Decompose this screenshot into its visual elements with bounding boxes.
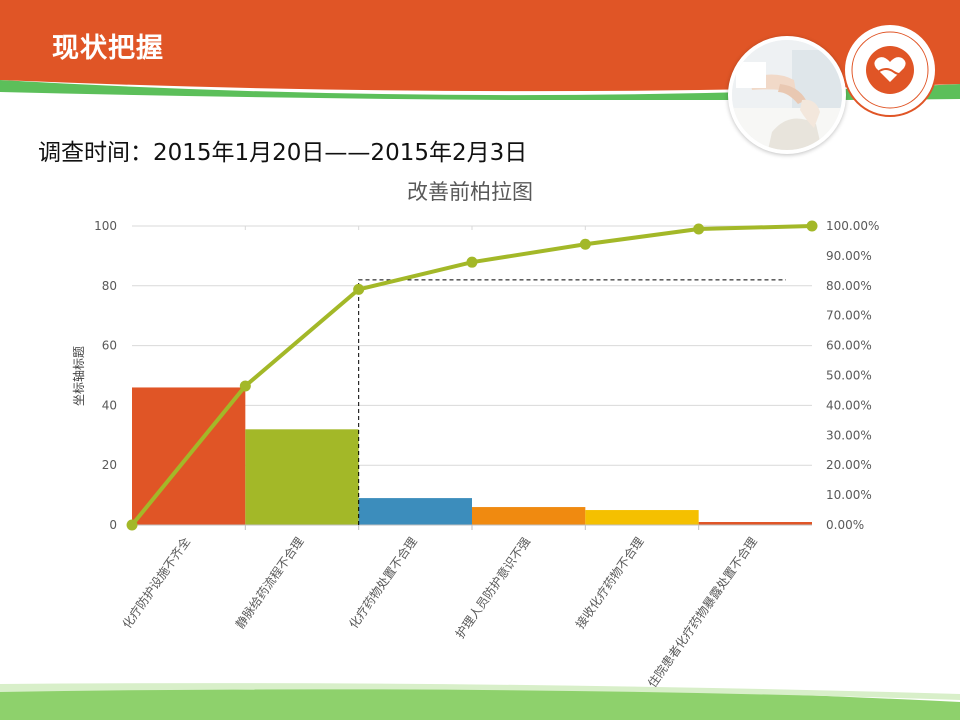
y2-tick-label: 0.00%	[826, 518, 864, 532]
footer-band	[0, 683, 960, 720]
nurse-photo	[728, 36, 846, 154]
cumulative-point	[353, 283, 365, 295]
header-green-accent	[0, 80, 960, 100]
pareto-chart: 坐标轴标题 0 20 40 60 80 100 0.00% 10.00% 20.00% 30.00…	[71, 219, 879, 690]
x-tick-label: 静脉给药流程不合理	[232, 534, 306, 631]
y2-tick-label: 30.00%	[826, 428, 872, 442]
y2-tick-label: 80.00%	[826, 279, 872, 293]
cumulative-point	[806, 220, 818, 232]
bar-4	[472, 507, 586, 525]
x-tick-label: 化疗防护设施不齐全	[119, 534, 193, 631]
cumulative-point	[466, 256, 478, 268]
survey-period: 调查时间：2015年1月20日——2015年2月3日	[38, 140, 528, 166]
bar-6	[698, 522, 812, 525]
y2-tick-label: 50.00%	[826, 369, 872, 383]
y2-tick-label: 100.00%	[826, 219, 879, 233]
x-tick-label: 化疗药物处置不合理	[346, 534, 420, 631]
y-tick-label: 60	[102, 339, 117, 353]
y-axis-title: 坐标轴标题	[71, 346, 86, 406]
cumulative-point	[579, 238, 591, 250]
y-tick-label: 20	[102, 458, 117, 472]
y-tick-label: 40	[102, 398, 117, 412]
footer-light-wave	[0, 683, 960, 700]
bar-2	[245, 429, 359, 525]
bar-5	[585, 510, 699, 525]
header-orange-band	[0, 0, 960, 92]
y2-tick-label: 10.00%	[826, 488, 872, 502]
y2-tick-label: 40.00%	[826, 398, 872, 412]
y2-tick-label: 90.00%	[826, 249, 872, 263]
x-tick-label: 接收化疗药物不合理	[572, 534, 646, 631]
reference-dashed-line	[358, 279, 786, 525]
y2-tick-label: 60.00%	[826, 339, 872, 353]
bar-3	[358, 498, 472, 525]
y-tick-label: 100	[94, 219, 117, 233]
page-title: 现状把握	[52, 33, 164, 64]
header-band	[0, 0, 960, 100]
x-tick-label: 护理人员防护意识不强	[452, 534, 533, 641]
cumulative-point	[239, 380, 251, 392]
cumulative-point	[126, 519, 138, 531]
footer-green-wave	[0, 686, 960, 720]
cumulative-point	[693, 223, 705, 235]
hospital-logo	[842, 22, 938, 118]
y-tick-label: 80	[102, 279, 117, 293]
chart-title: 改善前柏拉图	[407, 180, 533, 204]
y-tick-label: 0	[109, 518, 117, 532]
x-tick-label: 住院患者化疗药物暴露处置不合理	[644, 534, 760, 690]
y2-tick-label: 70.00%	[826, 309, 872, 323]
y2-tick-label: 20.00%	[826, 458, 872, 472]
